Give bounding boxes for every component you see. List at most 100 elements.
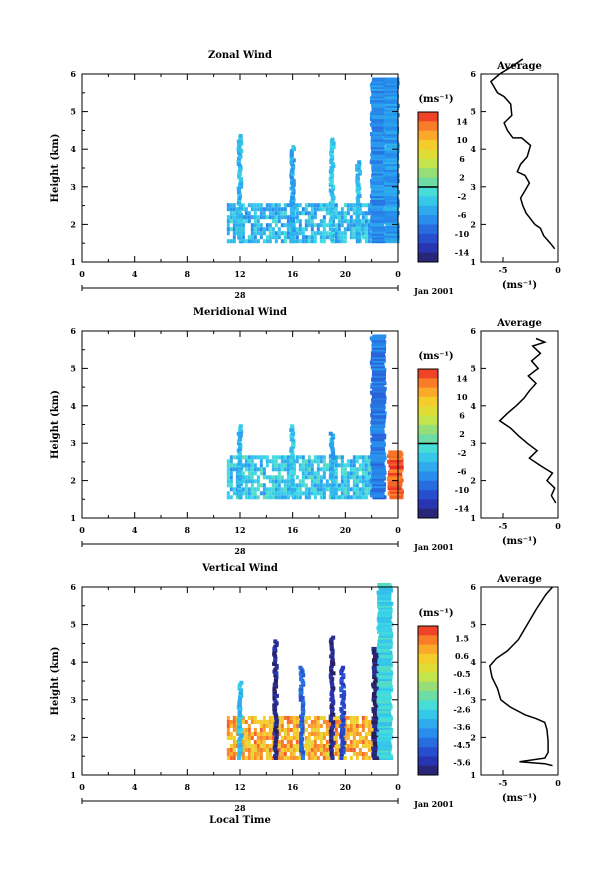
colorbar-band — [418, 187, 438, 197]
x-tick-label: 4 — [132, 782, 138, 792]
field-cell — [316, 731, 320, 736]
colorbar-band — [418, 140, 438, 150]
field-cell — [268, 475, 272, 480]
field-cell — [274, 463, 278, 468]
field-cell — [262, 455, 266, 460]
field-column-cell — [331, 635, 336, 640]
field-cell — [310, 203, 314, 208]
field-cell — [310, 463, 314, 468]
field-cell — [340, 223, 344, 228]
field-cell — [259, 747, 263, 752]
field-cell — [292, 747, 296, 752]
field-cell — [265, 475, 269, 480]
field-cell — [313, 755, 317, 760]
field-cell — [301, 239, 305, 244]
field-cell — [232, 235, 236, 240]
field-cell — [241, 735, 245, 740]
field-column-cell — [331, 184, 336, 189]
field-cell — [292, 223, 296, 228]
field-cell — [271, 495, 275, 500]
field-cell — [364, 467, 368, 472]
field-cell — [250, 215, 254, 220]
field-cell — [283, 479, 287, 484]
field-cell — [247, 219, 251, 224]
field-cell — [367, 491, 371, 496]
field-cell — [328, 495, 332, 500]
field-cell — [226, 735, 230, 740]
field-column-cell — [342, 710, 347, 715]
field-cell — [319, 723, 323, 728]
field-cell — [286, 475, 290, 480]
field-cell — [241, 219, 245, 224]
field-cell — [250, 495, 254, 500]
field-cell — [304, 719, 308, 724]
field-cell — [307, 463, 311, 468]
field-cell — [253, 203, 257, 208]
field-cell — [361, 227, 365, 232]
field-cell — [313, 495, 317, 500]
colorbar-tick-label: -5.6 — [453, 758, 471, 768]
field-cell — [325, 203, 329, 208]
field-cell — [256, 735, 260, 740]
field-cell — [313, 211, 317, 216]
field-cell — [307, 491, 311, 496]
field-cell — [310, 727, 314, 732]
field-cell — [307, 203, 311, 208]
colorbar-tick-label: -14 — [455, 248, 470, 258]
field-cell — [304, 743, 308, 748]
field-cell — [361, 459, 365, 464]
field-cell — [340, 467, 344, 472]
field-cell — [352, 207, 356, 212]
colorbar-band — [418, 765, 438, 776]
field-cell — [253, 463, 257, 468]
field-cell — [247, 239, 251, 244]
field-cell — [280, 211, 284, 216]
field-column-cell — [239, 148, 244, 153]
field-cell — [346, 475, 350, 480]
field-cell — [313, 231, 317, 236]
field-cell — [334, 739, 338, 744]
field-cell — [301, 483, 305, 488]
field-cell — [343, 731, 347, 736]
date-month: Jan 2001 — [413, 542, 454, 552]
field-cell — [367, 219, 371, 224]
field-cell — [343, 495, 347, 500]
field-cell — [325, 743, 329, 748]
field-cell — [325, 755, 329, 760]
field-cell — [232, 227, 236, 232]
field-cell — [268, 727, 272, 732]
field-cell — [304, 459, 308, 464]
field-cell — [295, 719, 299, 724]
field-cell — [361, 467, 365, 472]
field-cell — [310, 483, 314, 488]
field-cell — [319, 731, 323, 736]
field-cell — [319, 735, 323, 740]
field-cell — [334, 747, 338, 752]
field-cell — [274, 223, 278, 228]
field-cell — [310, 479, 314, 484]
colorbar-band — [418, 252, 438, 263]
field-cell — [301, 207, 305, 212]
heatmap-field — [226, 583, 394, 760]
field-cell — [289, 727, 293, 732]
y-tick-label: 1 — [70, 257, 76, 267]
field-cell — [268, 479, 272, 484]
field-cell — [304, 747, 308, 752]
field-cell — [352, 459, 356, 464]
field-cell — [241, 239, 245, 244]
field-cell — [253, 743, 257, 748]
field-cell — [277, 751, 281, 756]
field-cell — [286, 743, 290, 748]
field-cell — [253, 727, 257, 732]
field-cell — [286, 731, 290, 736]
field-cell — [367, 239, 371, 244]
field-column-cell — [289, 160, 294, 165]
field-cell — [226, 203, 230, 208]
field-column-cell — [331, 720, 336, 725]
field-column-cell — [273, 639, 278, 644]
field-cell — [289, 719, 293, 724]
field-cell — [304, 483, 308, 488]
field-cell — [313, 471, 317, 476]
field-cell — [289, 735, 293, 740]
field-cell — [295, 211, 299, 216]
